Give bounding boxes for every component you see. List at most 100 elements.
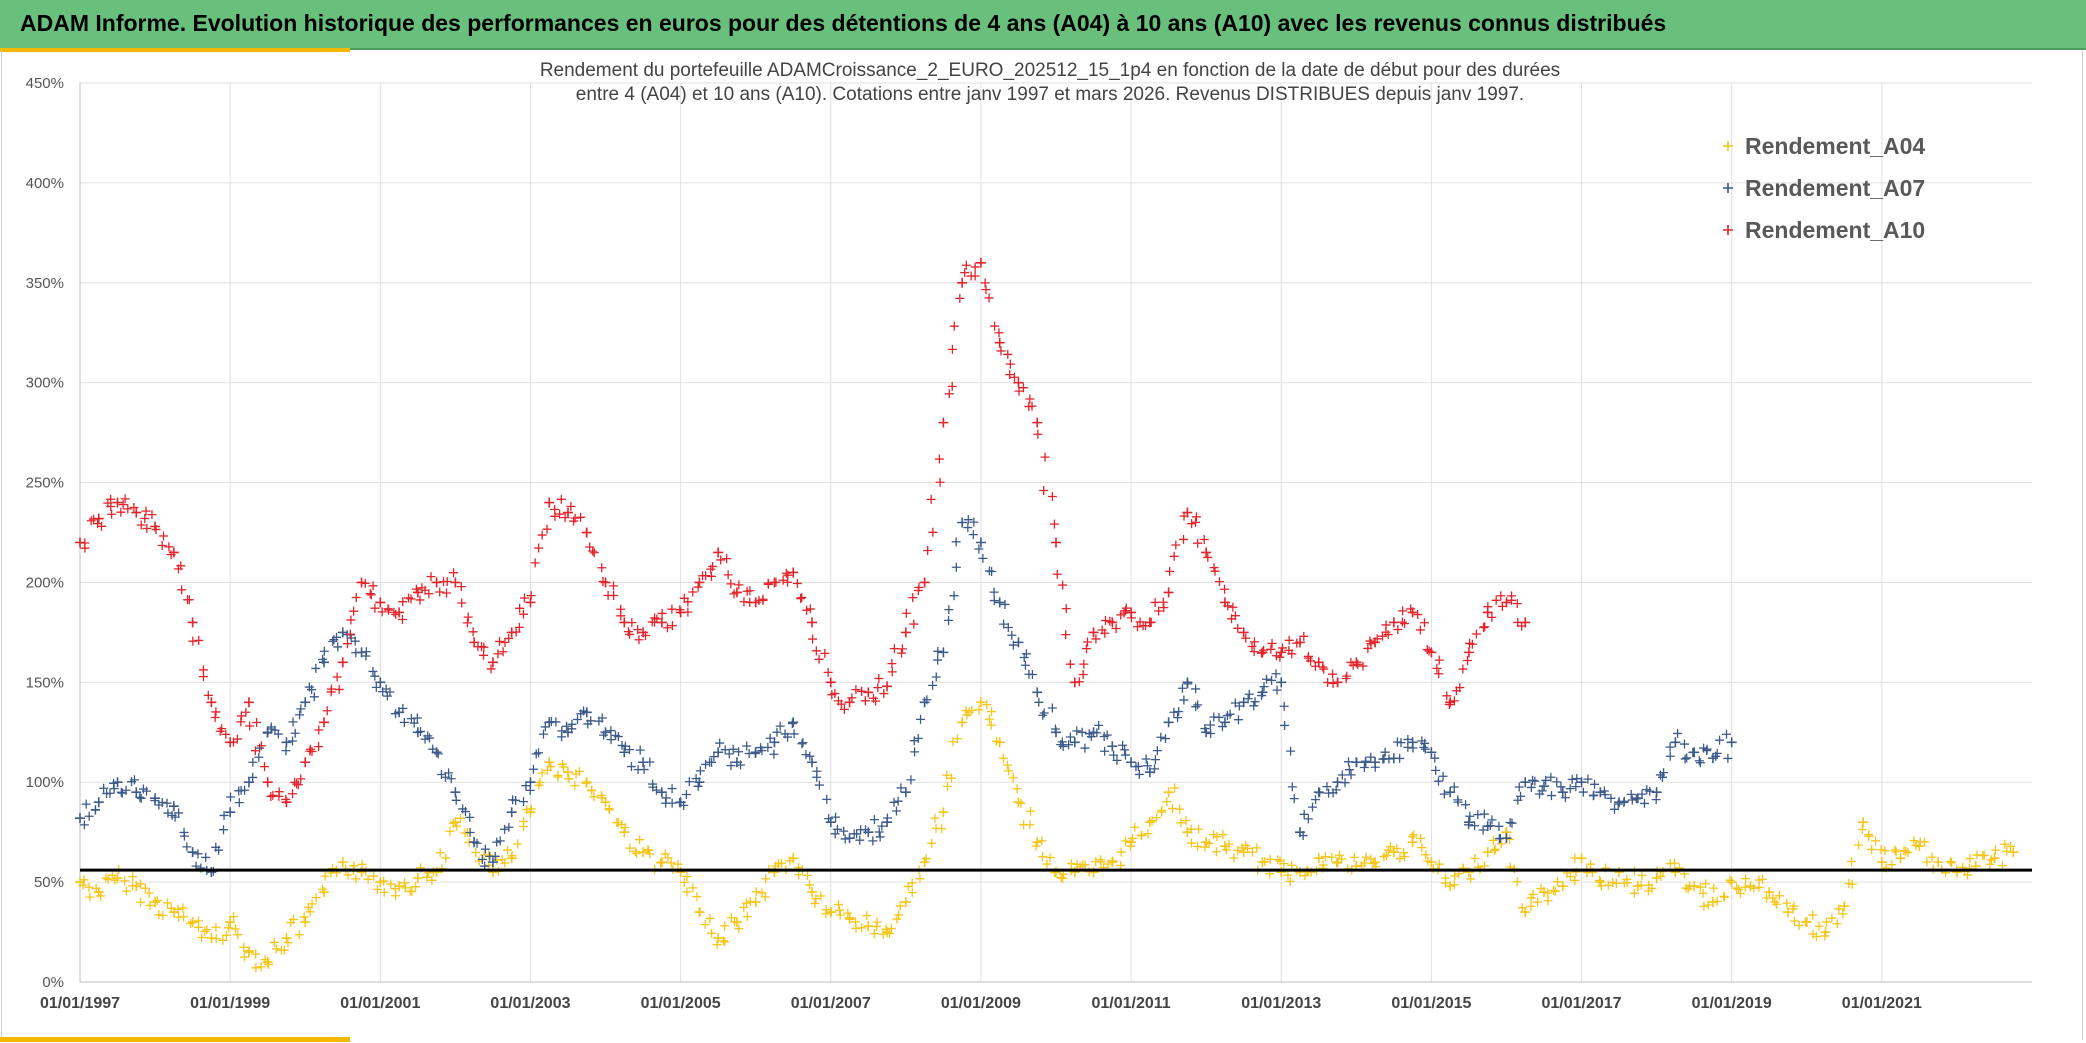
y-tick-label: 450% (26, 75, 64, 92)
data-point (199, 672, 209, 682)
data-point (504, 633, 514, 643)
data-point (281, 797, 292, 808)
data-point (1247, 847, 1257, 857)
data-point (1061, 604, 1071, 614)
data-point (251, 963, 261, 973)
data-point (555, 509, 565, 519)
data-point (442, 577, 452, 587)
data-point (1419, 618, 1429, 628)
x-tick-label: 01/01/2003 (490, 995, 570, 1012)
data-point (855, 835, 865, 845)
data-point (1038, 852, 1048, 862)
data-point (1150, 755, 1160, 765)
data-point (596, 790, 606, 800)
data-point (1764, 887, 1775, 898)
data-point (1121, 606, 1131, 616)
data-point (1463, 647, 1474, 658)
data-point (254, 752, 264, 762)
legend-label: Rendement_A04 (1745, 133, 1925, 159)
data-point (511, 795, 521, 805)
data-point (942, 770, 952, 780)
data-point (783, 732, 793, 742)
data-point (1673, 728, 1683, 738)
data-point (970, 262, 980, 272)
data-point (1039, 486, 1049, 496)
data-point (1051, 867, 1061, 878)
data-point (1042, 859, 1052, 869)
data-point (1194, 824, 1204, 834)
data-point (1224, 839, 1234, 849)
data-point (1100, 615, 1110, 625)
data-point (843, 908, 853, 918)
data-point (288, 789, 298, 799)
data-point (1120, 750, 1130, 760)
data-point (477, 855, 487, 865)
data-point (1487, 815, 1497, 825)
data-point (1201, 547, 1212, 558)
data-point (700, 919, 710, 929)
data-point (1408, 830, 1418, 840)
data-point (1965, 854, 1975, 864)
data-point (136, 897, 146, 907)
data-point (1909, 836, 1919, 846)
data-point (679, 877, 689, 887)
data-point (1150, 764, 1160, 774)
data-point (1709, 883, 1719, 893)
data-point (557, 759, 567, 769)
data-point (857, 686, 867, 696)
data-point (1794, 920, 1804, 930)
data-point (1682, 753, 1692, 763)
data-point (369, 871, 379, 881)
data-point (1657, 772, 1667, 782)
data-point (812, 766, 822, 776)
data-point (1496, 839, 1506, 849)
data-point (1249, 647, 1259, 657)
data-point (1107, 741, 1118, 752)
data-point (1289, 794, 1299, 804)
data-point (526, 804, 536, 814)
data-point (463, 612, 473, 622)
data-point (934, 454, 944, 464)
chart-title-line-1: Rendement du portefeuille ADAMCroissance… (540, 60, 1560, 81)
data-point (1109, 750, 1119, 760)
data-point (989, 587, 999, 597)
data-point (1466, 874, 1476, 884)
data-point (1243, 843, 1253, 853)
data-point (486, 664, 496, 674)
data-point (892, 914, 902, 924)
data-point (296, 704, 306, 714)
data-point (581, 777, 592, 788)
data-point (713, 747, 724, 758)
data-point (935, 477, 945, 487)
data-point (206, 867, 217, 878)
data-point (750, 747, 761, 758)
data-point (236, 717, 246, 727)
data-point (975, 257, 986, 268)
data-point (589, 792, 599, 802)
data-point (889, 797, 899, 807)
data-point (938, 647, 949, 658)
data-point (1491, 595, 1501, 605)
data-point (379, 876, 389, 886)
data-point (879, 689, 889, 699)
chart-frame: 0% 50% 100% 150% 200% 250% 300% 350% 400% 450% 01… (1, 50, 2083, 1040)
data-point (1220, 584, 1230, 594)
data-point (874, 827, 884, 837)
data-point (694, 577, 705, 588)
data-point (1722, 729, 1732, 739)
data-point (1707, 897, 1718, 908)
data-point (152, 895, 162, 905)
data-point (872, 922, 882, 932)
data-point (1027, 669, 1037, 679)
data-point (609, 581, 619, 591)
data-point (106, 494, 116, 504)
data-point (232, 734, 242, 744)
data-point (519, 593, 529, 603)
data-point (889, 644, 899, 654)
data-point (1501, 597, 1512, 608)
x-tick-label: 01/01/2017 (1541, 995, 1621, 1012)
data-point (214, 845, 224, 855)
data-point (1308, 802, 1318, 812)
data-point (93, 513, 104, 524)
data-point (787, 719, 797, 729)
